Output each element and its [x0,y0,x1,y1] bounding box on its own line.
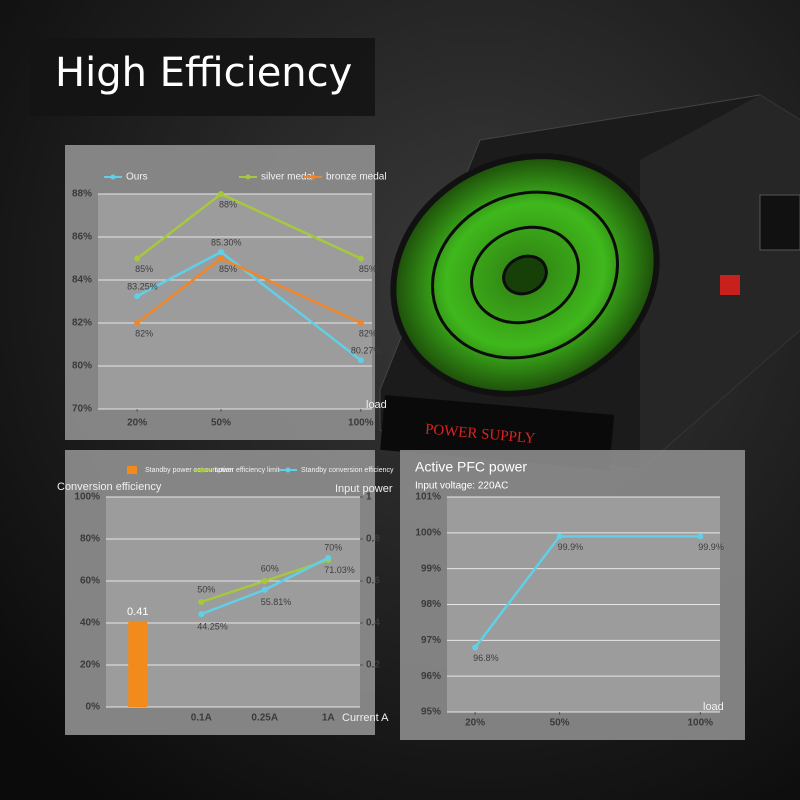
legend-swatch [127,466,137,474]
value-label: 85% [135,264,153,274]
value-label: 71.03% [324,565,355,575]
x-axis-label: load [703,701,724,713]
legend-label: bronze medal [326,172,387,183]
value-label: 82% [135,328,153,338]
x-tick-label: 100% [348,418,374,429]
y-axis-label: Conversion efficiency [57,481,162,493]
legend-marker [199,467,205,473]
legend-label: silver medal [261,172,314,183]
y-tick-label: 97% [421,635,441,646]
data-point [218,249,225,256]
data-point [357,357,364,364]
chart-subtitle: Input voltage: 220AC [415,481,508,492]
data-point [472,644,479,651]
y2-tick-label: 0.2 [366,660,380,671]
value-label: 85% [219,264,237,274]
x-tick-label: 50% [211,418,231,429]
y-tick-label: 20% [80,660,100,671]
x-axis-label: Current A [342,712,389,724]
data-point [357,320,364,326]
data-point [218,191,225,197]
value-label: 60% [261,563,279,573]
x-tick-label: 20% [465,718,485,729]
data-point [261,578,268,584]
chart-title: Active PFC power [415,459,527,475]
data-point [357,255,364,262]
legend-label: Standby conversion efficiency [301,467,394,474]
y-tick-label: 70% [72,404,92,415]
y-tick-label: 95% [421,707,441,718]
x-tick-label: 50% [550,718,570,729]
y-tick-label: 98% [421,599,441,610]
x-tick-label: 20% [127,418,147,429]
value-label: 55.81% [261,597,292,607]
value-label: 96.8% [473,653,499,663]
y-tick-label: 60% [80,576,100,587]
value-label: 70% [324,542,342,552]
y2-tick-label: 0.8 [366,534,380,545]
y-tick-label: 80% [80,534,100,545]
value-label: 99.9% [558,542,584,552]
data-point [134,255,141,262]
y-tick-label: 88% [72,189,92,200]
page-title: High Efficiency [55,50,352,96]
y2-tick-label: 0.6 [366,576,380,587]
value-label: 85% [359,264,377,274]
data-point [325,554,332,561]
y-tick-label: 100% [415,527,441,538]
y-tick-label: 40% [80,618,100,629]
y2-tick-label: 0.4 [366,618,380,629]
value-label: 85.30% [211,237,242,247]
data-point [198,611,205,618]
value-label: 50% [197,584,215,594]
plot-area [98,194,372,409]
legend-marker [245,174,251,180]
data-point [134,320,141,326]
y-tick-label: 99% [421,563,441,574]
y-tick-label: 101% [415,492,441,503]
legend-marker [310,174,316,180]
y2-axis-label: Input power [335,483,393,495]
value-label: 99.9% [698,542,724,552]
value-label: 80.27% [351,346,382,356]
y-tick-label: 86% [72,232,92,243]
value-label: 83.25% [127,282,158,292]
y2-tick-label: 1 [366,492,372,503]
y-tick-label: 96% [421,671,441,682]
y-tick-label: 84% [72,275,92,286]
x-tick-label: 1A [322,713,335,724]
legend-marker [110,174,116,180]
data-point [198,599,205,605]
legend-label: Ours [126,172,148,183]
y-tick-label: 82% [72,318,92,329]
data-point [697,533,704,540]
value-label: 88% [219,199,237,209]
power-supply-image: POWER SUPPLY [379,94,800,471]
bar [128,620,148,707]
y-tick-label: 100% [74,492,100,503]
legend-label: Standby power consumption [145,467,233,474]
x-axis-label: load [366,399,387,411]
y-tick-label: 0% [86,702,101,713]
x-tick-label: 100% [688,718,714,729]
data-point [261,586,268,593]
legend-marker [285,467,291,473]
value-label: 44.25% [197,621,228,631]
legend-label: Lower efficiency limit [215,467,280,474]
x-tick-label: 0.25A [251,713,278,724]
y-tick-label: 80% [72,361,92,372]
data-point [218,255,225,262]
value-label: 82% [359,328,377,338]
bar-value-label: 0.41 [127,606,148,618]
title-box [30,38,375,116]
data-point [556,533,563,540]
data-point [134,293,141,300]
x-tick-label: 0.1A [191,713,212,724]
